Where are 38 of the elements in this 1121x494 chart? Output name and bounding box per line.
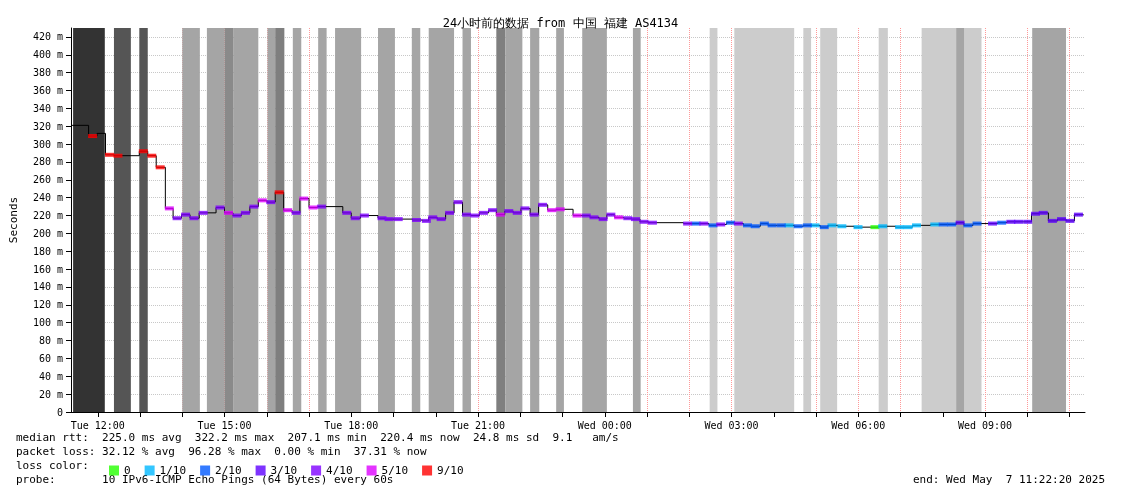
y-tick-label: 260 m — [32, 174, 63, 186]
legend-label: 9/10 — [437, 464, 464, 477]
y-tick-label: 300 m — [32, 138, 63, 150]
y-tick-label: 240 m — [32, 192, 63, 204]
text: loss color: — [16, 459, 89, 472]
y-tick-label: 160 m — [32, 263, 63, 275]
y-tick-label: 320 m — [32, 120, 63, 132]
text: end: Wed May 7 11:22:20 2025 — [912, 473, 1106, 486]
y-tick-label: 180 m — [32, 245, 63, 257]
y-tick-label: 80 m — [38, 335, 63, 347]
y-tick-label: 20 m — [38, 388, 63, 400]
y-tick-label: 280 m — [32, 156, 63, 168]
y-tick-label: 220 m — [32, 210, 63, 222]
text: packet loss: 32.12 % avg 96.28 % max 0.00 % min 37.31 % now — [16, 445, 427, 458]
x-tick-label: Tue 18:00 — [324, 419, 379, 431]
x-tick-label: Tue 15:00 — [197, 419, 252, 431]
y-tick-label: 340 m — [32, 102, 63, 114]
y-tick-label: 60 m — [38, 352, 63, 364]
y-tick-label: 40 m — [38, 370, 63, 382]
y-tick-label: 380 m — [32, 67, 63, 79]
y-tick-label: 100 m — [32, 317, 63, 329]
x-tick-label: Wed 03:00 — [704, 419, 759, 431]
y-tick-label: 400 m — [32, 49, 63, 61]
x-tick-label: Tue 12:00 — [70, 419, 125, 431]
y-tick-label: 360 m — [32, 85, 63, 97]
x-tick-label: Wed 00:00 — [577, 419, 632, 431]
y-tick-label: 420 m — [32, 31, 63, 43]
text: median rtt: 225.0 ms avg 322.2 ms max 207.1 ms min 220.4 ms now 24.8 ms sd 9.1 am/s — [16, 431, 619, 444]
y-tick-label: 200 m — [32, 227, 63, 239]
x-tick-label: Wed 06:00 — [831, 419, 886, 431]
y-tick-label: 140 m — [32, 281, 63, 293]
legend-label: 4/10 — [326, 464, 353, 477]
x-tick-label: Wed 09:00 — [957, 419, 1013, 431]
y-tick-label: 120 m — [32, 299, 63, 311]
chart-title: 24小时前的数据 from 中国 福建 AS4134 — [442, 16, 679, 30]
y-axis-title: Seconds — [7, 196, 20, 244]
x-tick-label: Tue 21:00 — [450, 419, 506, 431]
y-tick-label: 0 — [56, 406, 63, 418]
